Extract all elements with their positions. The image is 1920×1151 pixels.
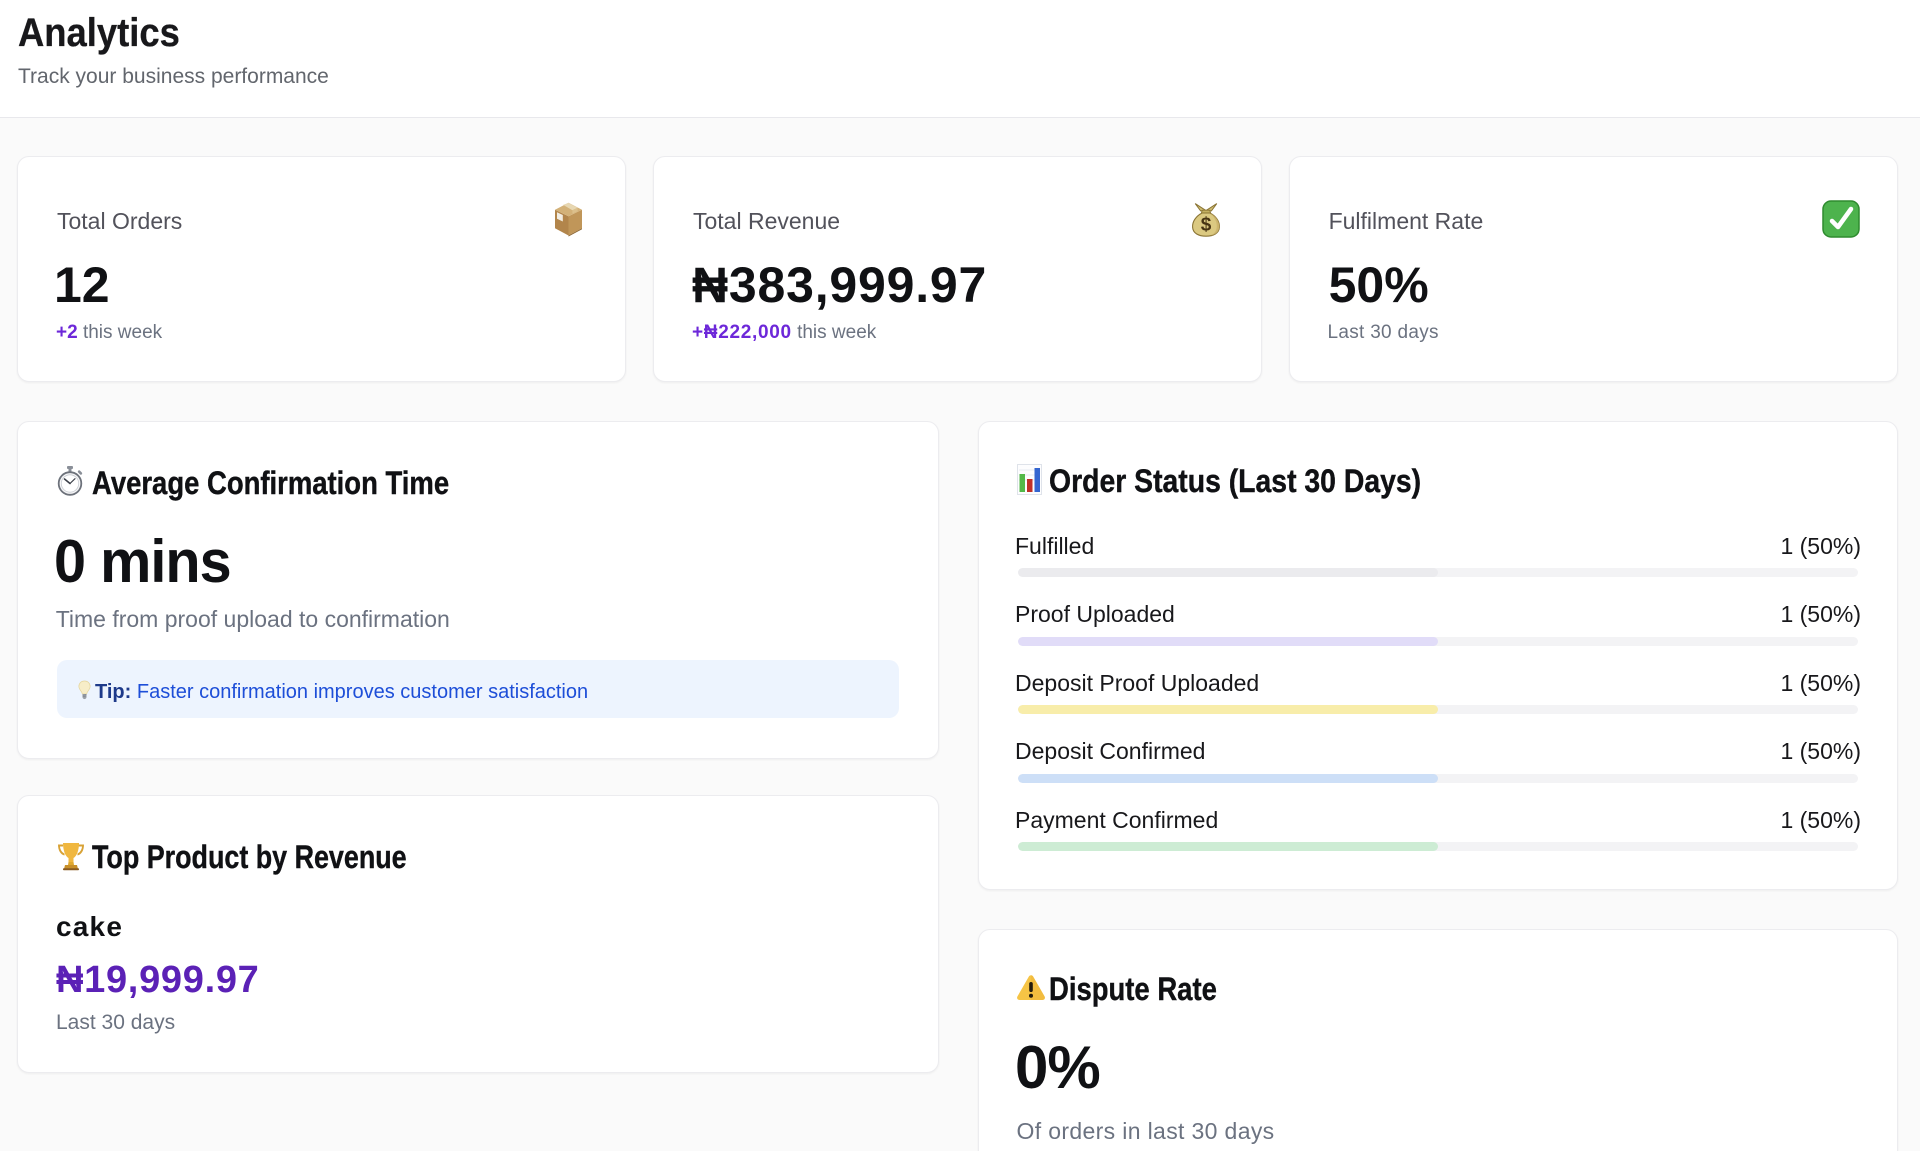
- svg-text:$: $: [1201, 215, 1212, 236]
